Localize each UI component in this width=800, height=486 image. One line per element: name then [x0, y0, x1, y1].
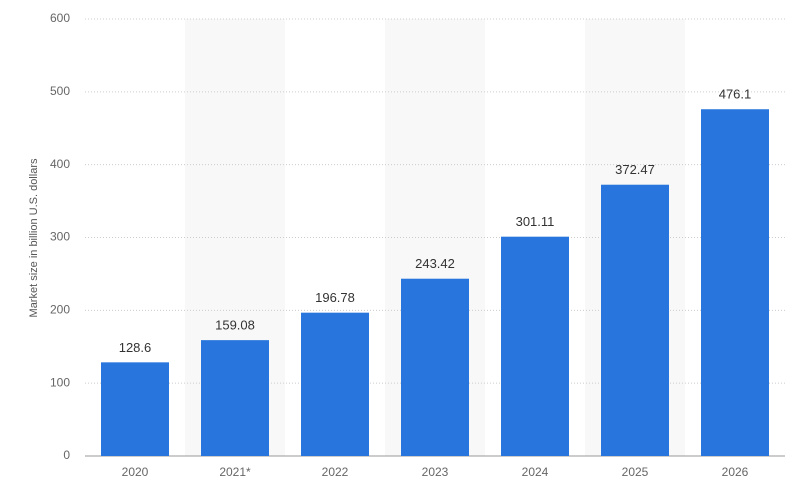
- value-label: 243.42: [415, 256, 455, 271]
- y-tick-label: 100: [50, 375, 70, 389]
- value-label: 372.47: [615, 162, 655, 177]
- x-tick-label: 2025: [622, 465, 649, 479]
- value-label: 128.6: [119, 340, 152, 355]
- y-tick-label: 200: [50, 303, 70, 317]
- y-axis-label: Market size in billion U.S. dollars: [28, 158, 40, 317]
- x-tick-label: 2023: [422, 465, 449, 479]
- value-label: 301.11: [516, 214, 555, 229]
- value-label: 159.08: [215, 318, 255, 333]
- y-tick-label: 500: [50, 84, 70, 98]
- bar: [501, 236, 569, 456]
- x-tick-label: 2024: [522, 465, 549, 479]
- value-label: 476.1: [719, 87, 752, 102]
- bar: [301, 312, 369, 456]
- y-tick-label: 600: [50, 11, 70, 25]
- y-tick-label: 300: [50, 230, 70, 244]
- x-tick-label: 2020: [122, 465, 149, 479]
- y-tick-label: 0: [63, 448, 70, 462]
- y-tick-label: 400: [50, 157, 70, 171]
- bar: [601, 184, 669, 456]
- bar: [401, 278, 469, 456]
- x-tick-label: 2022: [322, 465, 349, 479]
- x-tick-label: 2021*: [219, 465, 251, 479]
- bar: [101, 362, 169, 456]
- value-label: 196.78: [315, 290, 355, 305]
- bar: [201, 340, 269, 456]
- bar: [701, 109, 769, 456]
- x-tick-label: 2026: [722, 465, 749, 479]
